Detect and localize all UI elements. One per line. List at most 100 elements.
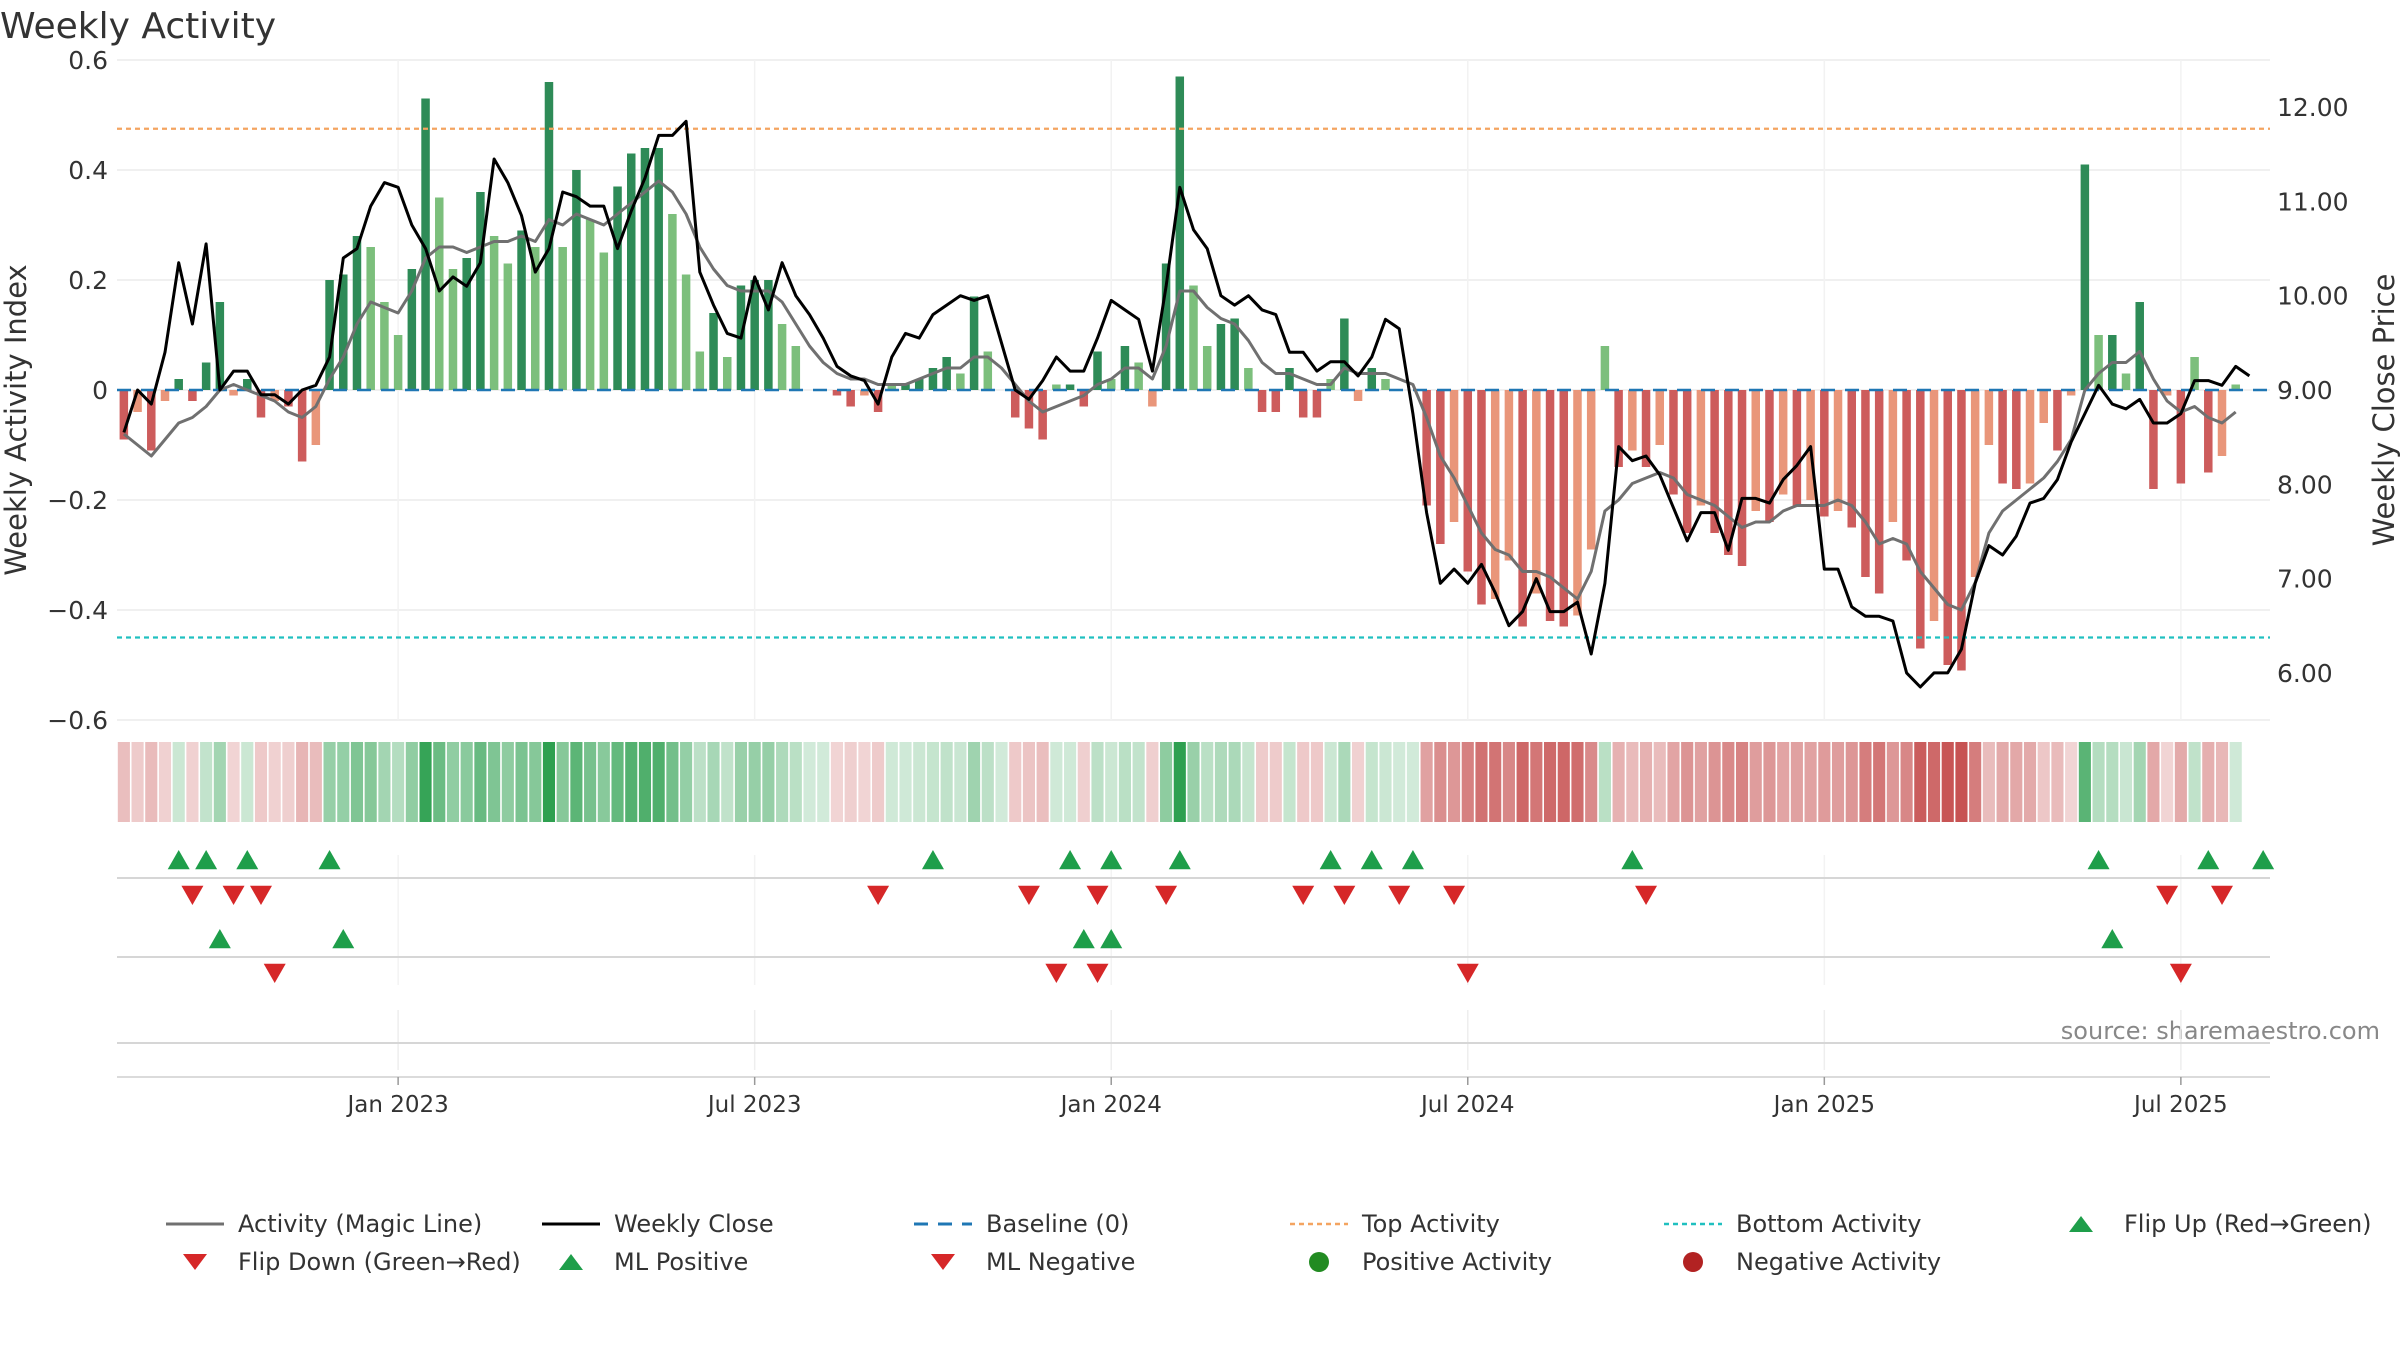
legend-item-bottom: Bottom Activity — [1664, 1210, 1921, 1238]
activity-bar — [1984, 390, 1994, 445]
activity-bar — [435, 197, 444, 390]
activity-bar — [229, 390, 238, 396]
heat-cell — [858, 742, 871, 822]
heat-cell — [570, 742, 583, 822]
activity-bar — [503, 263, 513, 390]
heat-cell — [433, 742, 446, 822]
heat-cell — [2188, 742, 2201, 822]
activity-bar — [160, 390, 170, 401]
magic-line — [122, 179, 2237, 612]
activity-bar — [2162, 390, 2172, 396]
heat-cell — [968, 742, 981, 822]
heat-cell — [1831, 742, 1845, 822]
activity-bar — [1518, 390, 1527, 627]
heat-cell — [1201, 742, 1214, 822]
heat-cell — [1873, 742, 1886, 822]
activity-bar — [2039, 390, 2048, 423]
legend-label: Baseline (0) — [986, 1210, 1130, 1238]
activity-bar — [2204, 390, 2213, 473]
activity-bar — [1929, 390, 1939, 621]
activity-bar — [1957, 390, 1966, 671]
flip-down-marker — [1086, 885, 1109, 905]
heat-cell — [1859, 742, 1872, 822]
flip-down-marker — [1155, 885, 1178, 905]
activity-bar — [1216, 324, 1226, 390]
legend-label: Bottom Activity — [1736, 1210, 1922, 1238]
chart-title: Weekly Activity — [0, 6, 276, 47]
activity-bar — [901, 384, 910, 390]
activity-bar — [1806, 390, 1815, 500]
heat-cell — [1297, 742, 1310, 822]
activity-bar — [1463, 390, 1473, 572]
legend-label: ML Negative — [986, 1248, 1136, 1276]
activity-bar — [1271, 390, 1281, 412]
heat-cell — [1708, 742, 1721, 822]
heat-cell — [1571, 742, 1584, 822]
heat-cell — [1420, 742, 1433, 822]
activity-bar — [627, 153, 636, 390]
flip-up-marker — [1168, 850, 1191, 870]
legend: Activity (Magic Line) Weekly Close Basel… — [150, 1200, 2400, 1280]
heat-cell — [1667, 742, 1680, 822]
flip-up-marker — [195, 850, 218, 870]
activity-bar — [2094, 335, 2103, 390]
heat-cell — [597, 742, 610, 822]
heat-cell — [392, 742, 405, 822]
activity-bar — [599, 252, 609, 390]
activity-bar — [352, 236, 362, 390]
activity-bar — [2053, 390, 2062, 451]
activity-bar — [887, 384, 897, 390]
activity-bar — [1532, 390, 1541, 594]
heat-cell — [1543, 742, 1557, 822]
activity-bars — [119, 76, 2240, 671]
activity-bar — [2135, 302, 2144, 390]
heat-cell — [2161, 742, 2174, 822]
heat-cell — [268, 742, 281, 822]
activity-bar — [1682, 390, 1692, 533]
activity-bar — [1833, 390, 1843, 511]
heat-cell — [734, 742, 748, 822]
heat-cell — [1749, 742, 1762, 822]
heat-cell — [1585, 742, 1598, 822]
heat-cell — [638, 742, 652, 822]
heat-cell — [1228, 742, 1241, 822]
heat-cell — [1091, 742, 1104, 822]
heat-cell — [446, 742, 460, 822]
activity-bar — [1134, 362, 1143, 390]
activity-bar — [133, 390, 142, 412]
positive-dot-icon — [1309, 1252, 1329, 1272]
heat-cell — [1352, 742, 1365, 822]
heat-cell — [1886, 742, 1899, 822]
activity-bar — [1079, 390, 1089, 407]
activity-bar — [2025, 390, 2035, 484]
activity-bar — [764, 280, 773, 390]
activity-bar — [1477, 390, 1486, 605]
heat-cell — [1256, 742, 1269, 822]
ml-positive-marker — [1072, 929, 1095, 949]
activity-bar — [1861, 390, 1870, 577]
activity-heat-strip — [117, 742, 2242, 822]
chart-lines — [117, 119, 2270, 689]
negative-dot-icon — [1683, 1252, 1703, 1272]
activity-bar — [1902, 390, 1911, 561]
heat-cell — [1996, 742, 2009, 822]
activity-bar — [544, 82, 554, 390]
y2-tick-label: 10.00 — [2277, 282, 2349, 311]
activity-bar — [2231, 384, 2240, 390]
activity-bar — [311, 390, 321, 445]
activity-bar — [1545, 390, 1555, 621]
heat-cell — [844, 742, 857, 822]
flip-up-marker — [2087, 850, 2110, 870]
heat-cell — [776, 742, 789, 822]
activity-bar — [147, 390, 156, 451]
legend-label: ML Positive — [614, 1248, 749, 1276]
heat-cell — [1365, 742, 1378, 822]
ml-positive-marker — [1100, 929, 1123, 949]
heat-cell — [1338, 742, 1351, 822]
activity-bar — [1778, 390, 1788, 495]
y-axis-label: Weekly Activity Index — [0, 264, 33, 575]
heat-cell — [2119, 742, 2133, 822]
heat-cell — [378, 742, 391, 822]
legend-item-top: Top Activity — [1290, 1210, 1500, 1238]
activity-bar — [1820, 390, 1829, 517]
